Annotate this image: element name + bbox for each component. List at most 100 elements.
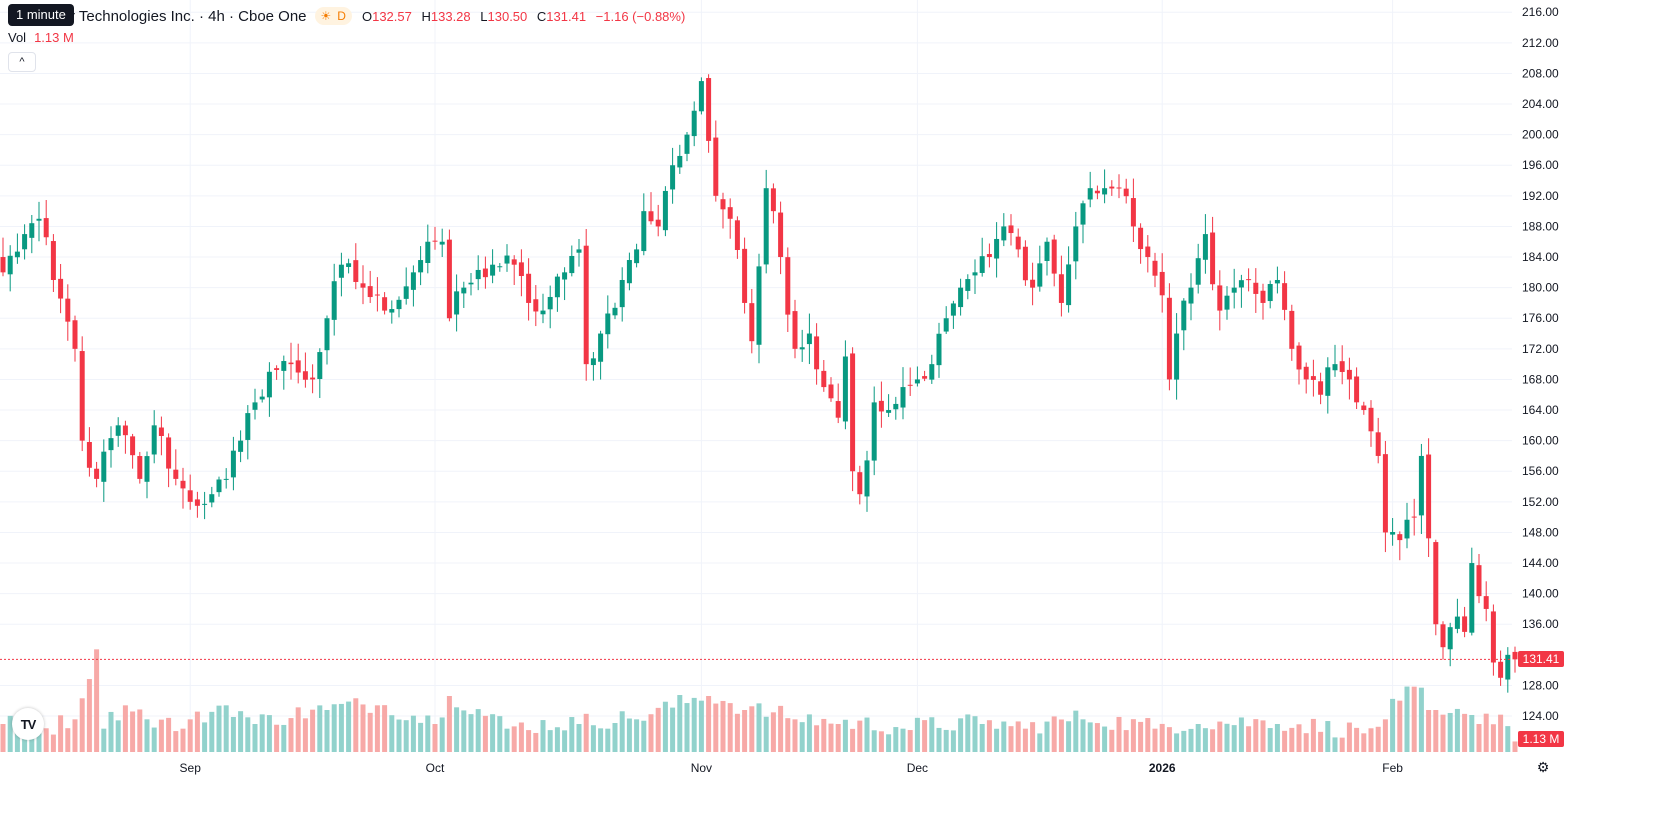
- candle: [1433, 539, 1439, 636]
- volume-bar: [1044, 721, 1050, 752]
- volume-bar: [1116, 716, 1122, 752]
- candle: [468, 272, 474, 296]
- volume-bar: [396, 719, 402, 752]
- candle: [1397, 531, 1403, 561]
- candle: [590, 352, 596, 381]
- time-tick-label: Dec: [907, 761, 928, 775]
- candle: [619, 267, 625, 322]
- volume-bar: [878, 731, 884, 752]
- candle: [1325, 357, 1331, 414]
- volume-bar: [850, 728, 856, 752]
- volume-bar: [727, 703, 733, 752]
- price-tick-label: 168.00: [1522, 372, 1559, 386]
- volume-bar: [475, 709, 481, 752]
- candle: [410, 265, 416, 307]
- candle: [446, 229, 452, 322]
- price-tick-label: 164.00: [1522, 403, 1559, 417]
- volume-bar: [929, 717, 935, 752]
- volume-bar: [245, 717, 251, 752]
- symbol-title[interactable]: r Technologies Inc. · 4h · Cboe One: [70, 7, 307, 25]
- candle: [540, 293, 546, 324]
- candle: [14, 233, 20, 264]
- candle: [655, 204, 661, 237]
- candle: [1289, 304, 1295, 361]
- volume-bar: [1289, 727, 1295, 752]
- volume-bar: [1382, 719, 1388, 752]
- candle: [684, 132, 690, 162]
- volume-bar: [706, 696, 712, 752]
- price-tick-label: 180.00: [1522, 281, 1559, 295]
- collapse-legend-button[interactable]: ^: [8, 52, 36, 72]
- candle: [1375, 417, 1381, 464]
- candle: [1073, 211, 1079, 280]
- candle: [439, 228, 445, 257]
- candle: [583, 228, 589, 381]
- volume-bar: [1008, 726, 1014, 752]
- volume-bar: [684, 703, 690, 752]
- volume-bar: [1390, 698, 1396, 752]
- candle: [1188, 273, 1194, 321]
- candle: [1418, 443, 1424, 535]
- candle: [691, 101, 697, 147]
- price-tick-label: 160.00: [1522, 434, 1559, 448]
- time-axis[interactable]: Sep Oct Nov Dec 2026 Feb: [180, 761, 1404, 775]
- volume-bar: [828, 723, 834, 752]
- volume-bar: [792, 719, 798, 752]
- candle: [749, 288, 755, 354]
- volume-bar: [1080, 719, 1086, 752]
- candle: [158, 416, 164, 456]
- candle: [230, 436, 236, 491]
- price-tick-label: 208.00: [1522, 66, 1559, 80]
- chevron-up-icon: ^: [19, 56, 25, 68]
- price-axis[interactable]: 216.00 212.00 208.00 204.00 200.00 196.00 192.…: [1522, 5, 1559, 723]
- candle: [94, 461, 100, 488]
- candle: [22, 224, 28, 260]
- candle: [194, 491, 200, 518]
- candle: [1166, 283, 1172, 391]
- candle: [1138, 223, 1144, 264]
- candle: [266, 362, 272, 417]
- volume-bar: [1145, 718, 1151, 752]
- volume-bar: [662, 701, 668, 752]
- volume-bar: [7, 715, 13, 752]
- volume-bar: [1217, 721, 1223, 752]
- tradingview-logo[interactable]: TV: [12, 708, 44, 740]
- candle: [1015, 228, 1021, 258]
- volume-bar: [619, 711, 625, 752]
- volume-bar: [1066, 721, 1072, 752]
- candle: [382, 292, 388, 315]
- volume-bar: [612, 722, 618, 752]
- candle: [1022, 240, 1028, 286]
- candle: [173, 449, 179, 486]
- candle: [1505, 647, 1511, 693]
- candle: [1303, 362, 1309, 394]
- session-badge[interactable]: ☀ D: [314, 7, 352, 25]
- candlesticks: [0, 74, 1518, 693]
- volume-bar: [1354, 727, 1360, 752]
- settings-gear-icon[interactable]: ⚙: [1536, 759, 1550, 775]
- candle: [1274, 266, 1280, 294]
- candle: [425, 224, 431, 274]
- candle: [7, 245, 13, 292]
- volume-bar: [461, 710, 467, 752]
- candle: [0, 237, 6, 277]
- candle: [1037, 245, 1043, 292]
- volume-bar: [101, 728, 107, 752]
- candle: [1210, 216, 1216, 291]
- candle: [1217, 270, 1223, 331]
- volume-bar: [1130, 719, 1136, 752]
- volume-bar: [907, 730, 913, 752]
- volume-bar: [778, 705, 784, 752]
- candle: [504, 244, 510, 272]
- volume-bar: [677, 695, 683, 752]
- candle: [1231, 268, 1237, 309]
- candle: [1109, 180, 1115, 196]
- candle: [598, 330, 604, 380]
- candle: [857, 465, 863, 505]
- price-tick-label: 144.00: [1522, 556, 1559, 570]
- volume-bar: [1188, 728, 1194, 752]
- volume-bar: [382, 705, 388, 752]
- volume-bar: [331, 704, 337, 752]
- candle: [1174, 313, 1180, 400]
